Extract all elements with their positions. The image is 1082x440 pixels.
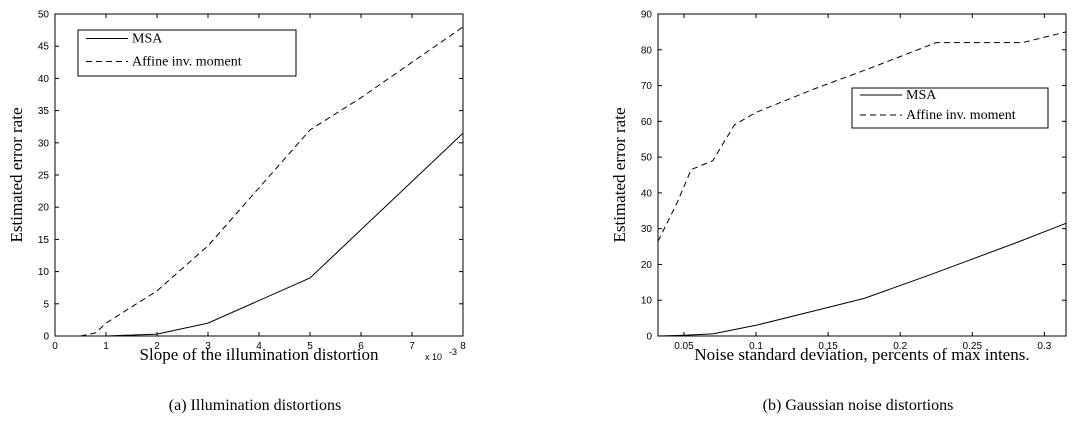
x-tick-label: 2 xyxy=(154,341,160,352)
x-axis-label: Noise standard deviation, percents of ma… xyxy=(694,345,1029,364)
y-tick-label: 0 xyxy=(646,332,652,343)
y-axis-label: Estimated error rate xyxy=(7,108,26,243)
y-tick-label: 90 xyxy=(641,10,653,21)
y-tick-label: 30 xyxy=(641,224,653,235)
y-tick-label: 40 xyxy=(641,188,653,199)
x-tick-label: 0.1 xyxy=(749,341,763,352)
legend-label: Affine inv. moment xyxy=(132,55,242,70)
y-tick-label: 15 xyxy=(38,235,50,246)
x-tick-label: 0.15 xyxy=(818,341,838,352)
figure-caption: (b) Gaussian noise distortions xyxy=(763,397,954,414)
y-tick-label: 60 xyxy=(641,117,653,128)
y-tick-label: 5 xyxy=(43,299,49,310)
y-tick-label: 10 xyxy=(641,296,653,307)
x-tick-label: 0 xyxy=(52,341,58,352)
y-tick-label: 80 xyxy=(641,45,653,56)
figure-caption: (a) Illumination distortions xyxy=(169,397,341,414)
x-tick-label: 7 xyxy=(409,341,415,352)
y-tick-label: 45 xyxy=(38,42,50,53)
series-line-msa xyxy=(80,132,464,337)
y-tick-label: 30 xyxy=(38,138,50,149)
y-axis-label: Estimated error rate xyxy=(610,108,629,243)
y-tick-label: 35 xyxy=(38,106,50,117)
y-tick-label: 20 xyxy=(38,203,50,214)
legend-label: Affine inv. moment xyxy=(906,108,1016,123)
y-tick-label: 50 xyxy=(38,10,50,21)
x-axis-label: Slope of the illumination distortion xyxy=(140,345,379,364)
x-tick-label: 1 xyxy=(103,341,109,352)
x-tick-label: 0.2 xyxy=(893,341,907,352)
plot-frame xyxy=(657,13,1067,337)
y-tick-label: 10 xyxy=(38,267,50,278)
x-axis-multiplier: x 10 xyxy=(425,352,442,362)
x-tick-label: 4 xyxy=(256,341,262,352)
y-tick-label: 50 xyxy=(641,153,653,164)
x-tick-label: 6 xyxy=(358,341,364,352)
series-line-affine-inv-moment xyxy=(80,26,464,337)
x-tick-label: 5 xyxy=(307,341,313,352)
y-tick-label: 70 xyxy=(641,81,653,92)
legend-label: MSA xyxy=(132,32,163,47)
y-tick-label: 25 xyxy=(38,171,50,182)
legend-label: MSA xyxy=(906,88,937,103)
x-tick-label: 8 xyxy=(460,341,466,352)
y-tick-label: 20 xyxy=(641,260,653,271)
legend-box xyxy=(77,29,297,77)
chart-gaussian-noise: 0.05 0.1 0.15 0.2 0.25 0.3 0 10 20 30 40 50 60 70 80 90… xyxy=(610,10,1067,414)
x-tick-label: 0.25 xyxy=(963,341,983,352)
y-tick-label: 0 xyxy=(43,332,49,343)
series-line-affine-inv-moment xyxy=(657,31,1067,242)
x-tick-label: 3 xyxy=(205,341,211,352)
x-axis-multiplier-exponent: -3 xyxy=(449,347,457,357)
x-tick-label: 0.05 xyxy=(674,341,694,352)
y-tick-label: 40 xyxy=(38,74,50,85)
x-tick-label: 0.3 xyxy=(1037,341,1051,352)
series-line-msa xyxy=(657,222,1067,337)
